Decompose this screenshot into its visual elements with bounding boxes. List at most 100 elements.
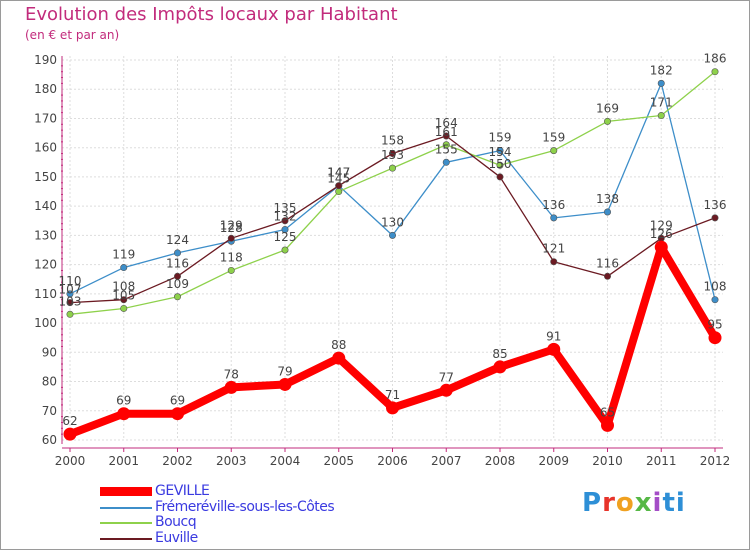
data-point — [281, 246, 289, 254]
data-label: 186 — [704, 52, 727, 66]
data-label: 118 — [220, 250, 243, 264]
chart-subtitle: (en € et par an) — [25, 28, 120, 42]
y-tick-label: 70 — [42, 404, 57, 418]
data-point — [711, 296, 719, 304]
grid-layer — [62, 56, 723, 441]
x-tick-label: 2007 — [431, 454, 462, 468]
data-point — [439, 383, 453, 397]
y-tick-label: 120 — [34, 258, 57, 272]
data-label: 108 — [112, 280, 135, 294]
series-layer — [63, 68, 722, 441]
data-label: 65 — [600, 405, 615, 419]
y-tick-label: 90 — [42, 345, 57, 359]
data-point — [227, 234, 235, 242]
data-label: 171 — [650, 96, 673, 110]
data-point — [442, 132, 450, 140]
y-tick-label: 180 — [34, 82, 57, 96]
data-point — [711, 214, 719, 222]
data-label: 130 — [381, 215, 404, 229]
y-tick-label: 60 — [42, 433, 57, 447]
data-point — [63, 427, 77, 441]
data-label: 136 — [542, 198, 565, 212]
data-point — [117, 407, 131, 421]
data-point — [174, 293, 182, 301]
data-point — [174, 272, 182, 280]
data-label: 88 — [331, 338, 346, 352]
data-point — [550, 258, 558, 266]
x-tick-label: 2008 — [485, 454, 516, 468]
data-point — [547, 342, 561, 356]
data-point — [281, 226, 289, 234]
y-tick-label: 190 — [34, 53, 57, 67]
data-label: 78 — [224, 367, 239, 381]
data-label: 69 — [116, 394, 131, 408]
data-point — [496, 147, 504, 155]
x-tick-label: 2001 — [108, 454, 139, 468]
data-label: 150 — [489, 157, 512, 171]
data-point — [335, 188, 343, 196]
data-point — [224, 380, 238, 394]
y-tick-label: 160 — [34, 141, 57, 155]
data-label: 116 — [166, 256, 189, 270]
data-label: 129 — [220, 218, 243, 232]
data-label: 77 — [439, 370, 454, 384]
data-point — [120, 304, 128, 312]
data-point — [657, 79, 665, 87]
data-point — [171, 407, 184, 421]
axis-layer: 6070809010011012013014015016017018019020… — [34, 53, 730, 468]
data-label: 126 — [650, 227, 673, 241]
data-label: 154 — [489, 145, 512, 159]
data-point — [442, 141, 450, 149]
data-label: 109 — [166, 277, 189, 291]
chart-title: Evolution des Impôts locaux par Habitant — [25, 4, 398, 25]
data-point — [496, 173, 504, 181]
data-label: 116 — [596, 256, 619, 270]
y-tick-label: 130 — [34, 228, 57, 242]
legend-swatch — [100, 538, 152, 540]
data-point — [496, 161, 504, 169]
data-point — [493, 360, 507, 374]
data-label: 147 — [327, 166, 350, 180]
x-tick-label: 2012 — [700, 454, 731, 468]
data-label: 110 — [59, 274, 82, 288]
proxiti-logo: Proxiti — [582, 488, 686, 518]
legend-swatch — [100, 487, 152, 496]
data-point — [120, 264, 128, 272]
data-label: 145 — [327, 172, 350, 186]
data-point — [601, 418, 614, 432]
data-point — [603, 117, 611, 125]
data-point — [281, 217, 289, 225]
data-label: 129 — [650, 218, 673, 232]
data-label-layer: 107 108 116 129 135 147 158 164 150 121 116 129 136 1… — [59, 52, 727, 428]
x-tick-label: 2009 — [538, 454, 569, 468]
legend-label: Euville — [155, 530, 198, 546]
data-label: 121 — [542, 242, 565, 256]
data-label: 182 — [650, 63, 673, 77]
data-point — [654, 240, 668, 254]
data-point — [708, 331, 722, 345]
data-point — [386, 401, 399, 415]
data-point — [227, 266, 235, 274]
x-tick-label: 2011 — [646, 454, 677, 468]
data-label: 69 — [170, 394, 185, 408]
x-tick-label: 2004 — [270, 454, 301, 468]
x-tick-label: 2010 — [592, 454, 623, 468]
y-tick-label: 100 — [34, 316, 57, 330]
data-label: 107 — [59, 283, 82, 297]
data-label: 159 — [489, 131, 512, 145]
data-label: 155 — [435, 142, 458, 156]
data-point — [66, 310, 74, 318]
data-label: 132 — [274, 210, 297, 224]
data-label: 95 — [707, 318, 722, 332]
legend-swatch — [100, 522, 152, 524]
data-point — [66, 290, 74, 298]
data-point — [603, 272, 611, 280]
data-point — [332, 351, 346, 365]
legend-swatch — [100, 507, 152, 509]
data-label: 153 — [381, 148, 404, 162]
x-tick-label: 2000 — [55, 454, 86, 468]
data-point — [388, 231, 396, 239]
x-tick-label: 2002 — [162, 454, 193, 468]
data-point — [442, 158, 450, 166]
